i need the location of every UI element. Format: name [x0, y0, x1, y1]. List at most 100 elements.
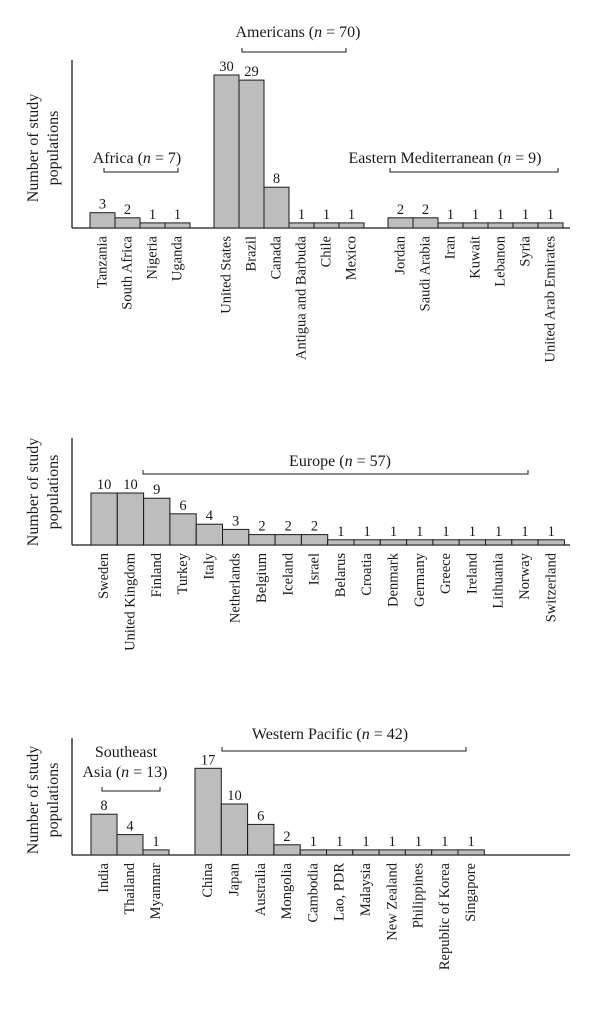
- bar: [247, 823, 275, 856]
- category-label: Tanzania: [95, 235, 111, 288]
- group-label: Eastern Mediterranean (n = 9): [349, 150, 542, 167]
- category-label: India: [96, 862, 112, 892]
- category-label: Nigeria: [145, 235, 161, 279]
- data-label: 10: [123, 477, 138, 493]
- data-label: 1: [495, 524, 502, 540]
- category-label: Japan: [226, 862, 242, 896]
- category-label: Turkey: [175, 552, 191, 594]
- bar: [288, 222, 315, 229]
- bar: [537, 539, 565, 546]
- data-label: 1: [472, 207, 479, 223]
- data-label: 2: [397, 202, 404, 218]
- category-label: Antigua and Barbuda: [294, 235, 310, 360]
- category-label: New Zealand: [384, 862, 400, 940]
- bar: [116, 492, 145, 546]
- group-bracket: [221, 747, 467, 752]
- bar: [431, 849, 459, 856]
- data-label: 1: [362, 834, 369, 850]
- data-label: 1: [174, 207, 181, 223]
- data-label: 1: [310, 834, 317, 850]
- data-label: 1: [415, 834, 422, 850]
- group-label: Western Pacific (n = 42): [252, 726, 408, 743]
- y-axis-label: Number of study populations: [25, 438, 62, 546]
- region-group: 2 Jordan 2 Saudi Arabia 1 Iran 1 Kuwait 1 Lebanon…: [349, 150, 564, 362]
- data-label: 1: [298, 207, 305, 223]
- category-label: Jordan: [393, 235, 409, 274]
- category-label: Belgium: [254, 552, 270, 603]
- category-label: South Africa: [120, 235, 136, 309]
- panel-1: Number of study populations 3 Tanzania 2 Sout…: [25, 24, 570, 362]
- data-label: 6: [179, 498, 186, 514]
- panel-3: Number of study populations 8 India 4 Thailan…: [25, 726, 570, 970]
- bar: [352, 849, 380, 856]
- category-label: Greece: [438, 553, 454, 594]
- category-label: Brazil: [244, 236, 260, 271]
- category-label: Australia: [253, 862, 269, 916]
- category-label: Chile: [319, 236, 335, 267]
- category-label: Sweden: [96, 552, 112, 599]
- bar: [487, 222, 514, 229]
- bar: [512, 222, 539, 229]
- group-bracket: [142, 470, 529, 475]
- data-label: 30: [219, 59, 234, 75]
- y-axis-label: Number of study populations: [25, 746, 62, 854]
- data-label: 17: [201, 752, 216, 768]
- category-label: United Kingdom: [122, 552, 138, 651]
- category-label: Philippines: [411, 863, 427, 929]
- bar: [462, 222, 489, 229]
- data-label: 1: [441, 834, 448, 850]
- bar: [412, 217, 439, 229]
- category-label: Norway: [517, 552, 533, 599]
- region-group: 3 Tanzania 2 South Africa 1 Nigeria 1 Uganda Afr…: [89, 150, 191, 310]
- group-bracket: [103, 168, 179, 173]
- data-label: 1: [152, 834, 159, 850]
- category-label: United States: [219, 236, 235, 314]
- group-bracket: [389, 168, 559, 173]
- bar: [537, 222, 564, 229]
- bar: [89, 212, 116, 229]
- bar: [437, 222, 464, 229]
- data-label: 2: [285, 519, 292, 535]
- bar: [116, 834, 144, 856]
- bar: [248, 534, 276, 546]
- data-label: 1: [497, 207, 504, 223]
- category-label: Uganda: [170, 235, 186, 281]
- data-label: 1: [348, 207, 355, 223]
- bar: [485, 539, 513, 546]
- data-label: 6: [257, 808, 264, 824]
- data-label: 10: [227, 788, 242, 804]
- data-label: 1: [469, 524, 476, 540]
- bar: [511, 539, 539, 546]
- group-bracket: [241, 48, 347, 53]
- category-label: Italy: [201, 552, 217, 579]
- data-label: 1: [336, 834, 343, 850]
- group-label: Africa (n = 7): [93, 150, 182, 167]
- category-label: Saudi Arabia: [418, 235, 434, 311]
- category-label: Lithuania: [491, 552, 507, 608]
- category-label: Mongolia: [279, 862, 295, 919]
- category-label: Ireland: [464, 552, 480, 594]
- bar: [379, 539, 408, 546]
- data-label: 2: [422, 202, 429, 218]
- bar: [458, 539, 487, 546]
- data-label: 1: [468, 834, 475, 850]
- bar: [194, 767, 222, 856]
- y-axis-label: Number of study populations: [25, 94, 62, 202]
- data-label: 1: [521, 524, 528, 540]
- category-label: China: [200, 862, 216, 897]
- data-label: 4: [126, 819, 134, 835]
- group-label: Southeast Asia (n = 13): [82, 744, 167, 781]
- category-label: Iceland: [280, 552, 296, 595]
- data-label: 8: [273, 171, 280, 187]
- category-label: Mexico: [344, 236, 360, 280]
- data-label: 1: [389, 834, 396, 850]
- bar: [313, 222, 340, 229]
- category-label: Germany: [412, 552, 428, 607]
- data-label: 1: [442, 524, 449, 540]
- category-label: Belarus: [333, 553, 349, 598]
- region-group: 10 Sweden 10 United Kingdom 9 Finland 6 Turkey 4…: [90, 453, 565, 651]
- data-label: 1: [416, 524, 423, 540]
- category-label: Syria: [518, 235, 534, 266]
- bar: [274, 534, 302, 546]
- bar: [195, 523, 223, 546]
